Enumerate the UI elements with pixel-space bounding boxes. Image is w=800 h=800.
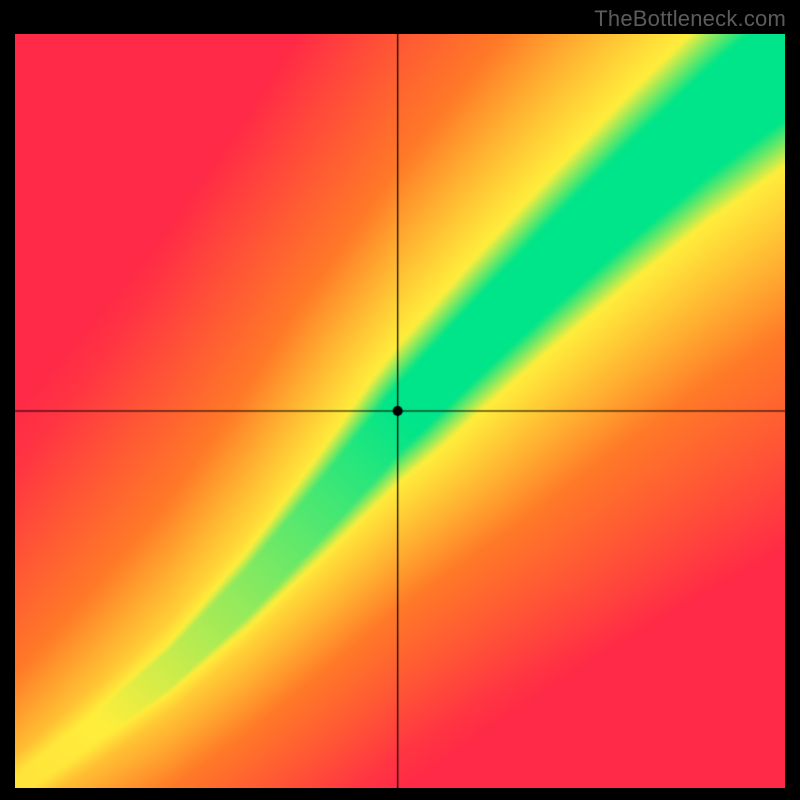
- watermark-text: TheBottleneck.com: [594, 6, 786, 32]
- chart-container: TheBottleneck.com: [0, 0, 800, 800]
- bottleneck-heatmap: [15, 34, 785, 788]
